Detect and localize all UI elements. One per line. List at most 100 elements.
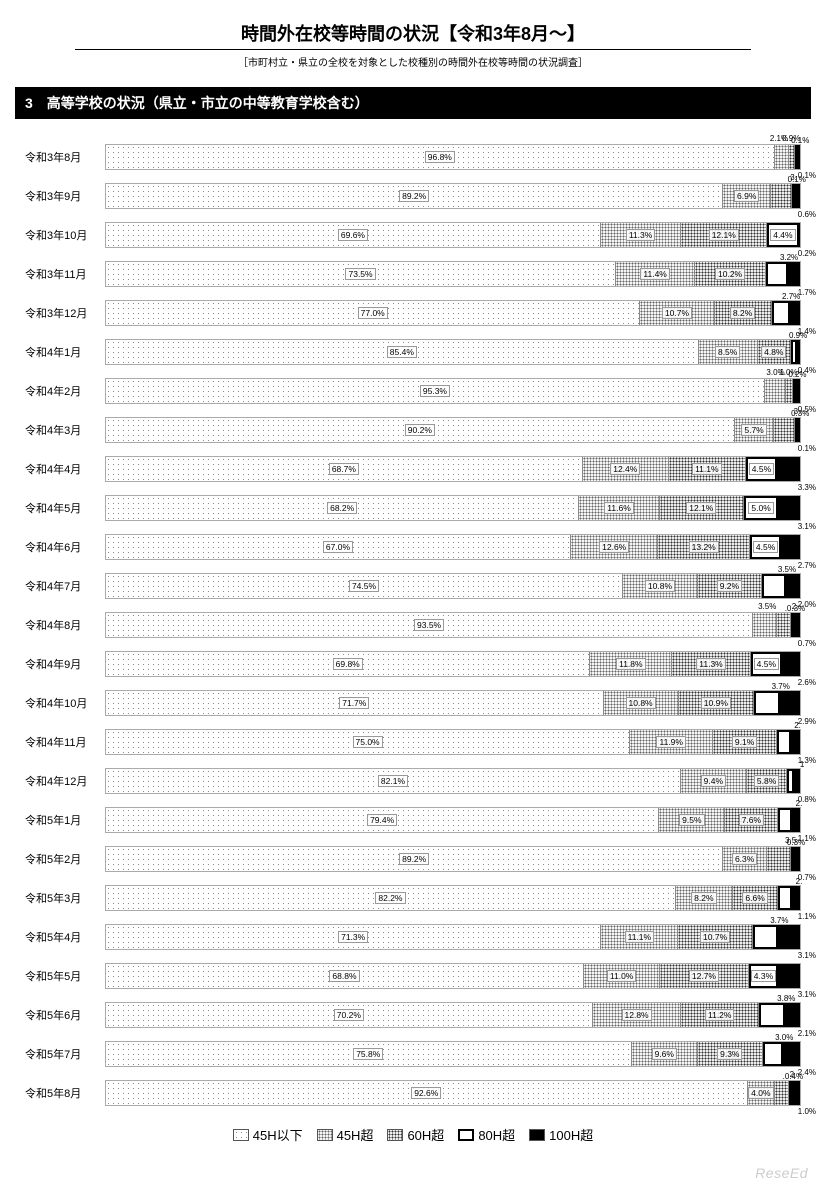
- segment-value: 8.2%: [730, 307, 755, 319]
- chart-row: 令和5年3月82.2%8.2%6.6%2.1.1%: [25, 880, 801, 916]
- bar-segment: 74.5%: [106, 574, 623, 598]
- segment-value: 9.4%: [701, 775, 726, 787]
- bar-segment: 3.7%: [754, 691, 780, 715]
- bar-segment: 9.5%: [659, 808, 725, 832]
- bar: 95.3%3.0%1.0%0.2%0.5%: [105, 378, 801, 404]
- legend-item: 100H超: [529, 1125, 593, 1144]
- row-label: 令和4年4月: [25, 461, 105, 477]
- bar-segment: 3.7%: [753, 925, 779, 949]
- segment-value: 11.1%: [625, 931, 654, 943]
- row-label: 令和4年1月: [25, 344, 105, 360]
- segment-value: 89.2%: [399, 190, 429, 202]
- segment-value: 10.9%: [701, 697, 731, 709]
- segment-value: 10.8%: [626, 697, 656, 709]
- chart-row: 令和3年11月73.5%11.4%10.2%3.2%1.7%: [25, 256, 801, 292]
- segment-value: 11.3%: [696, 658, 725, 670]
- bar: 93.5%3.5%2.0.3%0.7%: [105, 612, 801, 638]
- chart-row: 令和4年7月74.5%10.8%9.2%3.5%2.0%: [25, 568, 801, 604]
- bar-segment: 4.3%: [749, 964, 779, 988]
- bar: 69.6%11.3%12.1%4.4%0.2%: [105, 222, 801, 248]
- row-label: 令和4年7月: [25, 578, 105, 594]
- bar-segment: 11.0%: [584, 964, 660, 988]
- bar-segment: 4.8%: [758, 340, 791, 364]
- chart-row: 令和3年9月89.2%6.9%3.0.1%0.6%: [25, 178, 801, 214]
- segment-value: 4.4%: [770, 229, 795, 241]
- bar-segment: 9.2%: [698, 574, 762, 598]
- bar: 77.0%10.7%8.2%2.7%1.4%: [105, 300, 801, 326]
- segment-value: 6.3%: [732, 853, 757, 865]
- chart-row: 令和4年5月68.2%11.6%12.1%5.0%3.1%: [25, 490, 801, 526]
- segment-value: 2.1%: [796, 1029, 818, 1038]
- segment-value: 11.9%: [656, 736, 685, 748]
- page-subtitle: ［市町村立・県立の全校を対象とした校種別の時間外在校等時間の状況調査］: [15, 54, 811, 69]
- bar: 85.4%8.5%4.8%0.9%0.4%: [105, 339, 801, 365]
- bar-segment: 67.0%: [106, 535, 571, 559]
- segment-value: .0.3%: [783, 604, 807, 613]
- bar-segment: 11.3%: [672, 652, 750, 676]
- segment-value: 10.7%: [700, 931, 730, 943]
- bar: 71.3%11.1%10.7%3.7%3.1%: [105, 924, 801, 950]
- bar: 73.5%11.4%10.2%3.2%1.7%: [105, 261, 801, 287]
- stacked-bar-chart: 令和3年8月96.8%2.1%0.9%0.1%0.1%令和3年9月89.2%6.…: [15, 139, 811, 1111]
- segment-value: 89.2%: [399, 853, 429, 865]
- chart-row: 令和4年8月93.5%3.5%2.0.3%0.7%: [25, 607, 801, 643]
- bar-segment: 3.: [771, 184, 792, 208]
- segment-value: 12.7%: [689, 970, 719, 982]
- row-label: 令和4年9月: [25, 656, 105, 672]
- bar: 75.8%9.6%9.3%3.0%2.4%: [105, 1041, 801, 1067]
- bar-segment: 85.4%: [106, 340, 699, 364]
- bar-segment: 3.0%: [763, 1042, 784, 1066]
- segment-value: 2.6%: [796, 678, 818, 687]
- bar-segment: 11.9%: [630, 730, 713, 754]
- row-label: 令和5年6月: [25, 1007, 105, 1023]
- segment-value: 11.8%: [616, 658, 645, 670]
- bar-segment: 7.6%: [725, 808, 778, 832]
- segment-value: 75.0%: [353, 736, 383, 748]
- legend-item: 80H超: [458, 1125, 515, 1144]
- segment-value: 11.6%: [604, 502, 633, 514]
- row-label: 令和4年12月: [25, 773, 105, 789]
- legend-swatch: [458, 1129, 474, 1141]
- row-label: 令和5年2月: [25, 851, 105, 867]
- bar-segment: 2.0%: [786, 574, 800, 598]
- bar-segment: 1.4%: [790, 301, 800, 325]
- segment-value: 8.5%: [715, 346, 740, 358]
- bar-segment: 90.2%: [106, 418, 735, 442]
- chart-row: 令和4年6月67.0%12.6%13.2%4.5%2.7%: [25, 529, 801, 565]
- segment-value: 4.5%: [754, 658, 779, 670]
- bar-segment: 1.7%: [788, 262, 800, 286]
- segment-value: 1: [798, 760, 806, 769]
- bar: 82.1%9.4%5.8%10.8%: [105, 768, 801, 794]
- bar-segment: 2: [777, 613, 791, 637]
- segment-value: 2.7%: [796, 561, 818, 570]
- row-label: 令和5年7月: [25, 1046, 105, 1062]
- chart-row: 令和4年12月82.1%9.4%5.8%10.8%: [25, 763, 801, 799]
- bar-segment: 0.6%: [796, 184, 800, 208]
- bar-segment: 10.7%: [678, 925, 752, 949]
- row-label: 令和3年9月: [25, 188, 105, 204]
- bar-segment: 11.8%: [590, 652, 672, 676]
- legend-label: 100H超: [549, 1125, 593, 1144]
- legend-label: 60H超: [407, 1125, 444, 1144]
- segment-value: 3.1%: [796, 951, 818, 960]
- segment-value: 71.3%: [338, 931, 368, 943]
- bar-segment: 11.6%: [579, 496, 660, 520]
- bar-segment: 69.6%: [106, 223, 601, 247]
- segment-value: 3.0%: [773, 1033, 795, 1042]
- segment-value: 82.2%: [375, 892, 405, 904]
- segment-value: 11.1%: [692, 463, 721, 475]
- bar-segment: 9.1%: [713, 730, 777, 754]
- bar-segment: 12.1%: [681, 223, 767, 247]
- segment-value: 68.8%: [329, 970, 359, 982]
- segment-value: 5.7%: [741, 424, 766, 436]
- bar-segment: 3.1%: [778, 496, 800, 520]
- bar-segment: 92.6%: [106, 1081, 748, 1105]
- bar-segment: 10.8%: [604, 691, 679, 715]
- segment-value: 67.0%: [323, 541, 353, 553]
- chart-row: 令和4年1月85.4%8.5%4.8%0.9%0.4%: [25, 334, 801, 370]
- bar-segment: 3.5%: [762, 574, 786, 598]
- chart-row: 令和4年10月71.7%10.8%10.9%3.7%2.9%: [25, 685, 801, 721]
- row-label: 令和4年5月: [25, 500, 105, 516]
- segment-value: 9.5%: [679, 814, 704, 826]
- segment-value: 0.1%: [789, 136, 811, 145]
